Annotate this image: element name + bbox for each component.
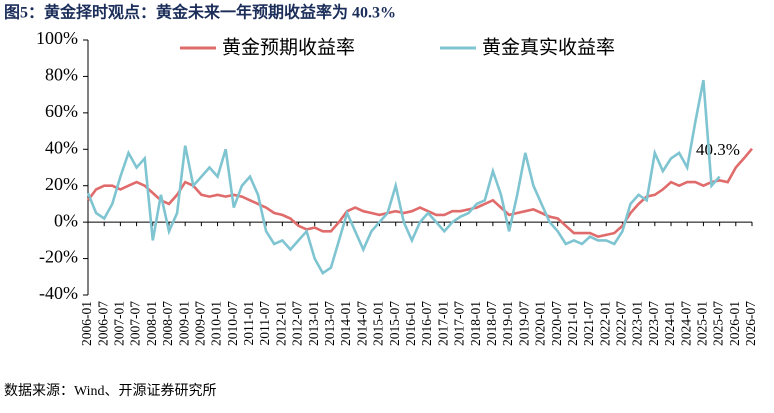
x-tick-label: 2022-07 [614,301,629,346]
x-tick-label: 2006-07 [95,301,110,346]
y-tick-label: 20% [45,174,78,194]
x-tick-label: 2026-07 [743,301,758,346]
x-tick-label: 2019-01 [500,301,515,346]
x-tick-label: 2020-07 [549,301,564,346]
x-tick-label: 2025-01 [695,301,710,346]
x-tick-label: 2014-07 [354,301,369,346]
x-tick-label: 2021-01 [565,301,580,346]
x-tick-label: 2006-01 [79,301,94,346]
legend-label: 黄金预期收益率 [222,36,355,58]
x-tick-label: 2012-01 [273,301,288,346]
series-line [86,147,753,239]
x-tick-label: 2009-07 [192,301,207,346]
x-tick-label: 2023-07 [646,301,661,346]
x-tick-label: 2014-01 [338,301,353,346]
y-tick-label: 100% [36,28,78,48]
x-tick-label: 2013-01 [306,301,321,346]
x-tick-label: 2024-01 [662,301,677,346]
y-tick-label: 0% [54,210,78,230]
x-tick-label: 2016-01 [403,301,418,346]
x-tick-label: 2011-07 [257,301,272,346]
x-tick-label: 2018-01 [468,301,483,346]
series-line [86,79,721,275]
x-tick-label: 2007-01 [111,301,126,346]
x-tick-label: 2018-07 [484,301,499,346]
x-tick-label: 2009-01 [176,301,191,346]
x-tick-label: 2010-01 [209,301,224,346]
x-tick-label: 2025-07 [711,301,726,346]
y-tick-label: -20% [39,247,78,267]
x-tick-label: 2008-07 [160,301,175,346]
x-tick-label: 2020-01 [533,301,548,346]
source-note: 数据来源：Wind、开源证券研究所 [4,383,217,399]
x-tick-label: 2012-07 [290,301,305,346]
x-tick-label: 2015-07 [387,301,402,346]
x-tick-label: 2015-01 [371,301,386,346]
y-tick-label: 80% [45,65,78,85]
y-tick-label: 60% [45,101,78,121]
annotation: 40.3% [696,140,740,159]
x-tick-label: 2013-07 [322,301,337,346]
x-tick-label: 2026-01 [727,301,742,346]
x-tick-label: 2007-07 [128,301,143,346]
x-tick-label: 2011-01 [241,301,256,346]
legend-label: 黄金真实收益率 [482,36,615,58]
x-tick-label: 2017-07 [452,301,467,346]
x-tick-label: 2010-07 [225,301,240,346]
y-tick-label: -40% [39,283,78,303]
x-tick-label: 2024-07 [678,301,693,346]
x-tick-label: 2019-07 [516,301,531,346]
y-tick-label: 40% [45,137,78,157]
x-tick-label: 2022-01 [597,301,612,346]
x-tick-label: 2016-07 [419,301,434,346]
x-tick-label: 2021-07 [581,301,596,346]
chart-title: 图5：黄金择时观点：黄金未来一年预期收益率为 40.3% [4,3,396,22]
x-tick-label: 2008-01 [144,301,159,346]
x-tick-label: 2023-01 [630,301,645,346]
x-tick-label: 2017-01 [435,301,450,346]
